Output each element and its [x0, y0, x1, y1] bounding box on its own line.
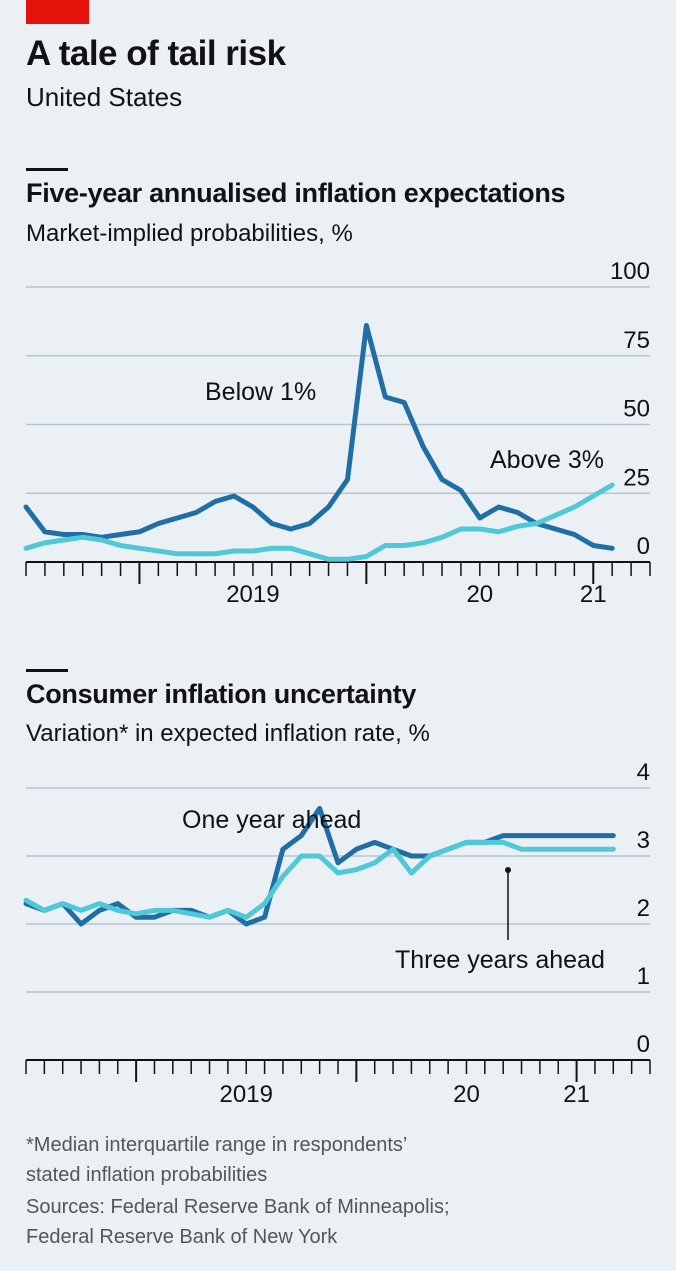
- chart1-series-2-line: [23, 482, 615, 562]
- chart2-xtick-label: 20: [453, 1081, 480, 1108]
- panel1-title: Five-year annualised inflation expectati…: [26, 178, 566, 208]
- panel2-subtitle: Variation* in expected inflation rate, %: [26, 720, 430, 747]
- chart2-xtick-label: 2019: [220, 1081, 273, 1108]
- chart2-ytick-label: 3: [637, 827, 650, 854]
- chart2-ytick-label: 2: [637, 895, 650, 922]
- panel1-subtitle: Market-implied probabilities, %: [26, 220, 353, 247]
- chart1-series-1-line: [23, 323, 615, 551]
- panel2-rule: [26, 669, 68, 672]
- chart1-ytick-label: 75: [623, 327, 650, 354]
- chart-subtitle: United States: [26, 82, 183, 112]
- chart2-series-2-line: [23, 839, 616, 920]
- chart1-xtick-label: 20: [466, 581, 493, 608]
- chart1-ytick-label: 50: [623, 396, 650, 423]
- sources-line2: Federal Reserve Bank of New York: [26, 1226, 338, 1248]
- chart2-label-leader-dot: [505, 867, 511, 873]
- chart2-series-1-label: One year ahead: [182, 806, 361, 834]
- sources: Sources: Federal Reserve Bank of Minneap…: [26, 1192, 450, 1252]
- footnote-line2: stated inflation probabilities: [26, 1164, 268, 1186]
- panel2-title: Consumer inflation uncertainty: [26, 679, 417, 709]
- footnote: *Median interquartile range in responden…: [26, 1130, 407, 1190]
- chart1-xtick-label: 2019: [226, 581, 279, 608]
- footnote-line1: *Median interquartile range in responden…: [26, 1134, 408, 1156]
- chart1-xtick-label: 21: [580, 581, 607, 608]
- chart2-series-2-label: Three years ahead: [395, 946, 605, 974]
- chart1-ytick-label: 0: [637, 533, 650, 560]
- chart1-ytick-label: 100: [610, 258, 650, 285]
- chart-title: A tale of tail risk: [26, 34, 286, 73]
- brand-tag: [26, 0, 89, 24]
- chart1-series-2-label: Above 3%: [490, 446, 604, 474]
- sources-line1: Sources: Federal Reserve Bank of Minneap…: [26, 1196, 450, 1218]
- panel1-rule: [26, 168, 68, 171]
- chart2-ytick-label: 1: [637, 963, 650, 990]
- chart2-ytick-label: 4: [637, 759, 650, 786]
- chart2-series-1-line: [23, 805, 616, 927]
- chart1-series-1-label: Below 1%: [205, 378, 316, 406]
- chart2-xtick-label: 21: [563, 1081, 590, 1108]
- chart1-ytick-label: 25: [623, 464, 650, 491]
- chart2-ytick-label: 0: [637, 1031, 650, 1058]
